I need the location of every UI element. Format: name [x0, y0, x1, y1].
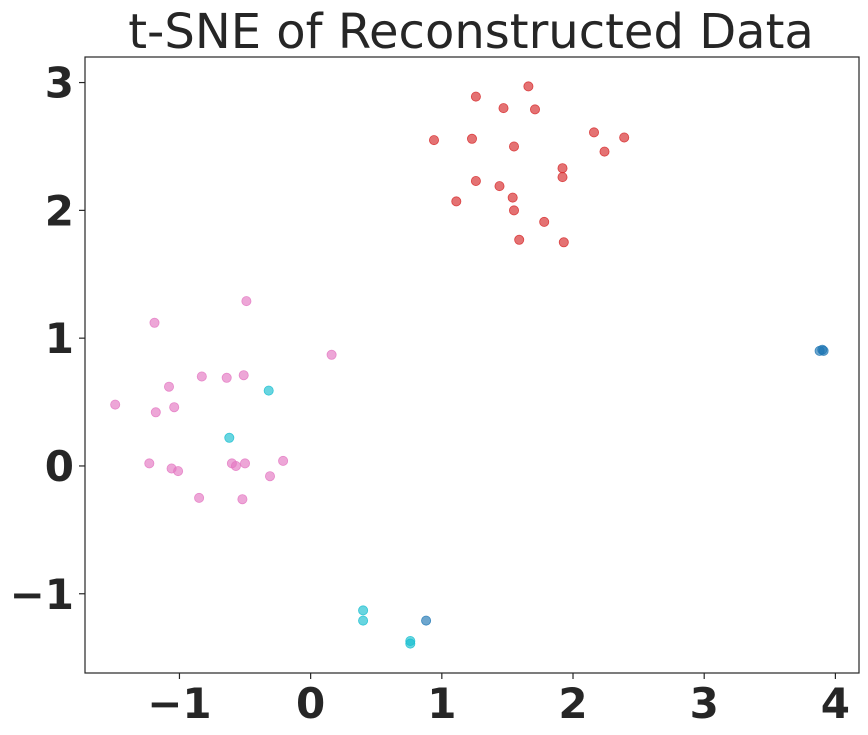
scatter-point-series0-19: [558, 237, 569, 248]
scatter-point-series3-3: [421, 615, 432, 626]
scatter-point-series1-4: [221, 372, 232, 383]
scatter-point-series1-9: [150, 407, 161, 418]
y-tick-label: 3: [45, 59, 74, 108]
scatter-point-series1-3: [196, 371, 207, 382]
scatter-point-series0-7: [466, 133, 477, 144]
scatter-point-series0-17: [539, 216, 550, 227]
y-tick-label: 1: [45, 314, 74, 363]
x-tick-label: 4: [821, 679, 850, 728]
x-tick-label: −1: [147, 679, 211, 728]
scatter-point-series1-5: [238, 370, 249, 381]
scatter-point-series0-12: [470, 175, 481, 186]
chart-title: t-SNE of Reconstructed Data: [128, 4, 814, 60]
scatter-point-series1-18: [194, 492, 205, 503]
y-tick-label: 2: [45, 186, 74, 235]
scatter-point-series1-10: [144, 458, 155, 469]
scatter-point-series1-17: [264, 471, 275, 482]
scatter-point-series0-1: [470, 91, 481, 102]
scatter-point-series0-8: [508, 141, 519, 152]
scatter-point-series1-1: [149, 317, 160, 328]
scatter-point-series1-6: [163, 381, 174, 392]
scatter-point-series1-7: [110, 399, 121, 410]
y-tick-label: −1: [10, 570, 74, 619]
x-tick-label: 0: [296, 679, 325, 728]
scatter-point-series1-15: [239, 458, 250, 469]
scatter-point-series2-0: [263, 385, 274, 396]
x-tick-label: 1: [427, 679, 456, 728]
scatter-point-series0-0: [523, 81, 534, 92]
scatter-point-series2-3: [358, 615, 369, 626]
scatter-point-series3-2: [818, 345, 829, 356]
scatter-point-series0-9: [599, 146, 610, 157]
x-tick-label: 3: [690, 679, 719, 728]
scatter-point-series0-2: [498, 103, 509, 114]
scatter-point-series0-16: [508, 205, 519, 216]
scatter-point-series1-8: [169, 402, 180, 413]
x-tick-label: 2: [558, 679, 587, 728]
scatter-point-series0-4: [589, 127, 600, 138]
scatter-point-series0-10: [557, 163, 568, 174]
scatter-point-series2-2: [358, 605, 369, 616]
scatter-point-series0-5: [619, 132, 630, 143]
scatter-point-series1-12: [173, 466, 184, 477]
points-layer: [110, 81, 829, 649]
scatter-point-series2-5: [405, 638, 416, 649]
y-tick-label: 0: [45, 442, 74, 491]
scatter-point-series0-11: [557, 172, 568, 183]
scatter-point-series1-0: [241, 296, 252, 307]
scatter-point-series1-2: [326, 349, 337, 360]
scatter-point-series1-16: [278, 455, 289, 466]
scatter-point-series1-19: [237, 494, 248, 505]
scatter-point-series0-3: [530, 104, 541, 115]
scatter-point-series0-18: [514, 234, 525, 245]
scatter-point-series0-6: [428, 135, 439, 146]
scatter-point-series0-13: [494, 181, 505, 192]
scatter-point-series0-15: [451, 196, 462, 207]
scatter-point-series1-14: [230, 460, 241, 471]
scatter-point-series2-1: [224, 432, 235, 443]
plot-frame: [84, 56, 860, 674]
scatter-point-series0-14: [507, 192, 518, 203]
ticks-layer: −1 0 1 2 3 4 −1 0 1 2 3: [10, 59, 850, 728]
